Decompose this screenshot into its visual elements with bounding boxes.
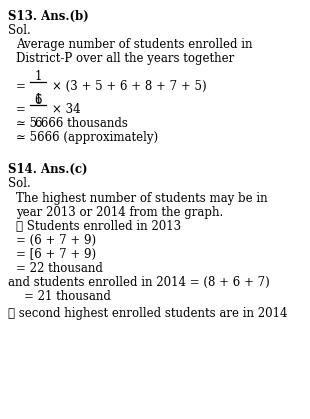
Text: = 22 thousand: = 22 thousand [16,262,103,275]
Text: year 2013 or 2014 from the graph.: year 2013 or 2014 from the graph. [16,206,223,219]
Text: 6: 6 [34,94,42,107]
Text: District-P over all the years together: District-P over all the years together [16,52,234,65]
Text: S14. Ans.(c): S14. Ans.(c) [8,163,87,176]
Text: ∴ Students enrolled in 2013: ∴ Students enrolled in 2013 [16,220,181,233]
Text: 1: 1 [34,70,42,83]
Text: × (3 + 5 + 6 + 8 + 7 + 5): × (3 + 5 + 6 + 8 + 7 + 5) [52,80,207,93]
Text: ≃ 5666 (approximately): ≃ 5666 (approximately) [16,131,158,144]
Text: = 21 thousand: = 21 thousand [24,290,111,303]
Text: ∴ second highest enrolled students are in 2014: ∴ second highest enrolled students are i… [8,307,287,320]
Text: and students enrolled in 2014 = (8 + 6 + 7): and students enrolled in 2014 = (8 + 6 +… [8,276,270,289]
Text: Sol.: Sol. [8,177,31,190]
Text: S13. Ans.(b): S13. Ans.(b) [8,10,89,23]
Text: 6: 6 [34,117,42,130]
Text: =: = [16,80,26,93]
Text: ≃ 5.666 thousands: ≃ 5.666 thousands [16,117,128,130]
Text: =: = [16,103,26,116]
Text: = [6 + 7 + 9): = [6 + 7 + 9) [16,248,96,261]
Text: × 34: × 34 [52,103,81,116]
Text: The highest number of students may be in: The highest number of students may be in [16,192,268,205]
Text: Average number of students enrolled in: Average number of students enrolled in [16,38,253,51]
Text: 1: 1 [34,93,42,106]
Text: = (6 + 7 + 9): = (6 + 7 + 9) [16,234,96,247]
Text: Sol.: Sol. [8,24,31,37]
